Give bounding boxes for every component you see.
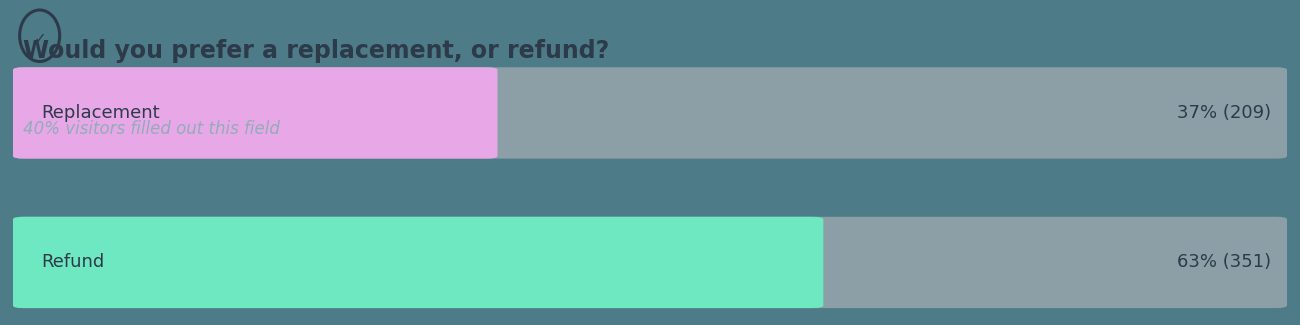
Text: ✓: ✓ bbox=[34, 31, 46, 46]
Text: Refund: Refund bbox=[42, 254, 105, 271]
Text: Replacement: Replacement bbox=[42, 104, 160, 122]
Text: 63% (351): 63% (351) bbox=[1178, 254, 1271, 271]
Text: 40% visitors filled out this field: 40% visitors filled out this field bbox=[23, 120, 281, 138]
Text: 37% (209): 37% (209) bbox=[1178, 104, 1271, 122]
Text: Would you prefer a replacement, or refund?: Would you prefer a replacement, or refun… bbox=[23, 39, 610, 63]
